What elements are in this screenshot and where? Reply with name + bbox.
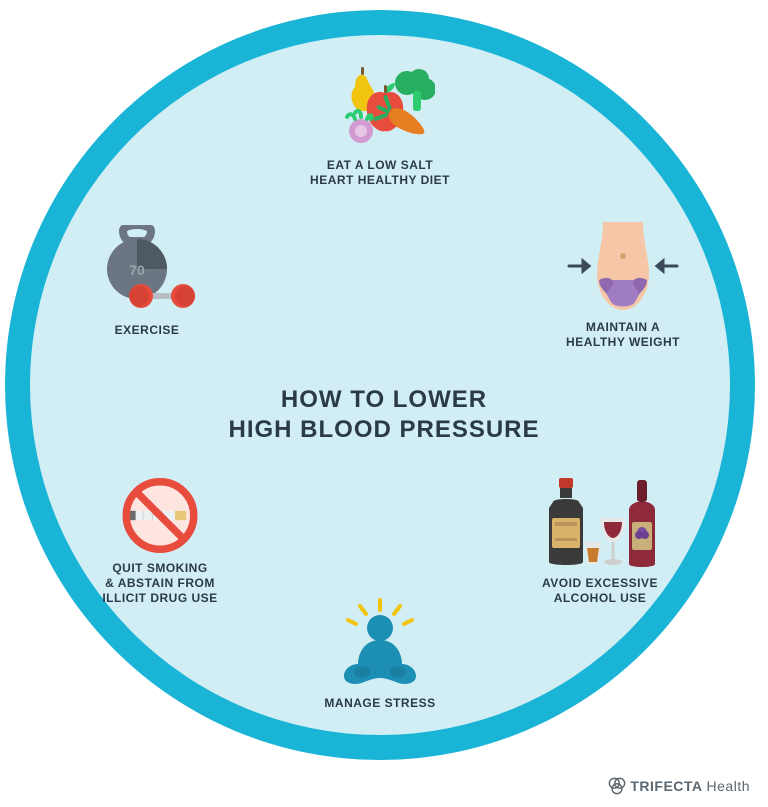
- alcohol-label: AVOID EXCESSIVE ALCOHOL USE: [515, 576, 685, 606]
- stress-label: MANAGE STRESS: [295, 696, 465, 711]
- item-smoking: QUIT SMOKING & ABSTAIN FROM ILLICIT DRUG…: [75, 478, 245, 606]
- item-exercise: 70 EXERCISE: [62, 225, 232, 338]
- brand-name-1: TRIFECTA: [630, 778, 702, 794]
- smoking-label: QUIT SMOKING & ABSTAIN FROM ILLICIT DRUG…: [75, 561, 245, 606]
- item-weight: MAINTAIN A HEALTHY WEIGHT: [538, 222, 708, 350]
- item-diet: EAT A LOW SALT HEART HEALTHY DIET: [295, 65, 465, 188]
- title-line-2: HIGH BLOOD PRESSURE: [228, 415, 539, 445]
- diet-label: EAT A LOW SALT HEART HEALTHY DIET: [295, 158, 465, 188]
- stress-icon: [295, 598, 465, 688]
- weight-label: MAINTAIN A HEALTHY WEIGHT: [538, 320, 708, 350]
- title-line-1: HOW TO LOWER: [228, 385, 539, 415]
- infographic-title: HOW TO LOWER HIGH BLOOD PRESSURE: [228, 385, 539, 445]
- no-smoking-icon: [75, 478, 245, 553]
- exercise-icon: 70: [62, 225, 232, 315]
- item-alcohol: AVOID EXCESSIVE ALCOHOL USE: [515, 478, 685, 606]
- item-stress: MANAGE STRESS: [295, 598, 465, 711]
- exercise-label: EXERCISE: [62, 323, 232, 338]
- alcohol-icon: [515, 478, 685, 568]
- brand-footer: TRIFECTA Health: [608, 777, 750, 795]
- brand-name-2: Health: [707, 778, 750, 794]
- diet-icon: [295, 65, 465, 150]
- brand-logo-icon: [608, 777, 626, 795]
- svg-text:70: 70: [129, 262, 145, 278]
- weight-icon: [538, 222, 708, 312]
